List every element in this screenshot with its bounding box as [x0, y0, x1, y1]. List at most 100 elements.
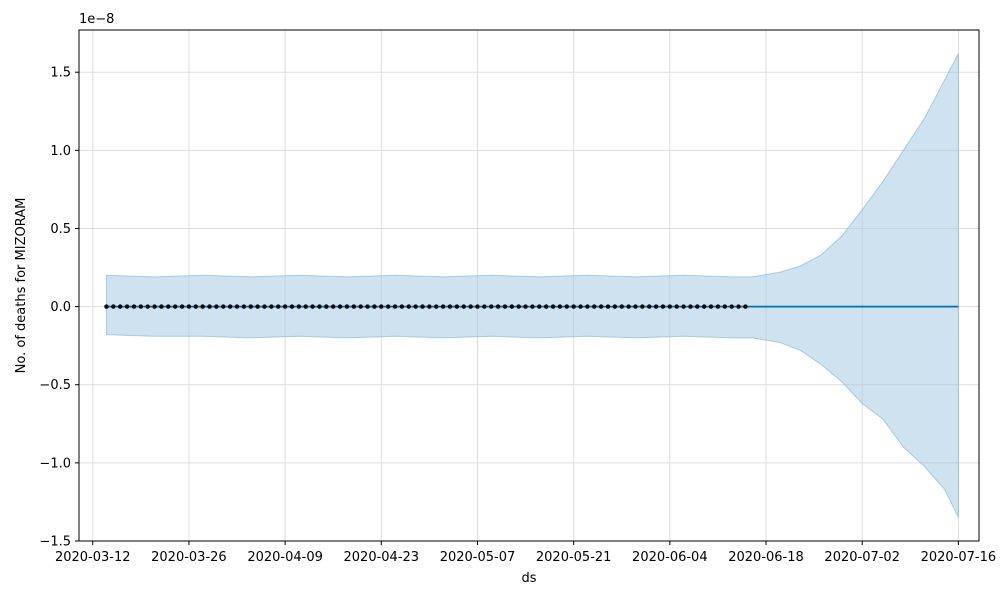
observed-point [248, 304, 253, 309]
observed-point [221, 304, 226, 309]
observed-point [145, 304, 150, 309]
observed-point [592, 304, 597, 309]
observed-point [420, 304, 425, 309]
x-tick-label: 2020-06-18 [728, 550, 804, 565]
observed-point [344, 304, 350, 309]
observed-point [722, 304, 728, 309]
observed-point [131, 304, 137, 309]
observed-point [413, 304, 418, 309]
observed-point [626, 304, 631, 309]
observed-point [667, 304, 673, 309]
observed-point [495, 304, 501, 309]
observed-point [186, 304, 192, 309]
x-tick-label: 2020-07-02 [824, 550, 900, 565]
observed-point [434, 304, 439, 309]
observed-point [708, 304, 714, 309]
x-tick-label: 2020-05-21 [536, 550, 612, 565]
observed-point [289, 304, 295, 309]
x-tick-label: 2020-03-26 [151, 550, 227, 565]
y-offset-label: 1e−8 [79, 12, 114, 27]
observed-point [736, 304, 741, 309]
observed-point [324, 304, 329, 309]
observed-point [550, 304, 556, 309]
y-tick-label: −0.5 [39, 378, 71, 393]
observed-point [358, 304, 363, 309]
observed-point [296, 304, 302, 309]
observed-point [379, 304, 384, 309]
observed-point [392, 304, 398, 309]
observed-point [406, 304, 411, 309]
observed-point [701, 304, 707, 309]
observed-point [454, 304, 460, 309]
observed-point [317, 304, 322, 309]
observed-point [681, 304, 686, 309]
observed-point [585, 304, 590, 309]
observed-point [111, 304, 116, 309]
y-tick-label: 1.0 [50, 144, 71, 159]
observed-point [605, 304, 611, 309]
observed-point [612, 304, 618, 309]
observed-point [688, 304, 693, 309]
x-tick-label: 2020-04-23 [344, 550, 420, 565]
observed-point [193, 304, 198, 309]
observed-points-layer [104, 304, 748, 309]
observed-point [330, 304, 336, 309]
ticks: 2020-03-12 2020-03-26 2020-04-09 2020-04-23… [39, 66, 996, 565]
observed-point [502, 304, 508, 309]
observed-point [310, 304, 315, 309]
observed-point [276, 304, 281, 309]
observed-point [489, 304, 494, 309]
observed-point [440, 304, 446, 309]
observed-point [303, 304, 308, 309]
observed-point [543, 304, 549, 309]
observed-point [282, 304, 288, 309]
observed-point [633, 304, 638, 309]
observed-point [255, 304, 260, 309]
observed-point [227, 304, 233, 309]
observed-point [729, 304, 734, 309]
observed-point [743, 304, 748, 309]
observed-point [647, 304, 652, 309]
observed-point [482, 304, 487, 309]
observed-point [372, 304, 377, 309]
observed-point [578, 304, 583, 309]
x-axis-label: ds [521, 571, 536, 586]
observed-point [640, 304, 645, 309]
observed-point [399, 304, 405, 309]
observed-point [571, 304, 576, 309]
y-axis-label: No. of deaths for MIZORAM [14, 198, 29, 374]
x-tick-label: 2020-07-16 [921, 550, 997, 565]
observed-point [385, 304, 391, 309]
observed-point [660, 304, 666, 309]
observed-point [262, 304, 267, 309]
observed-point [269, 304, 274, 309]
x-tick-label: 2020-04-09 [247, 550, 323, 565]
x-tick-label: 2020-06-04 [632, 550, 708, 565]
observed-point [234, 304, 240, 309]
observed-point [447, 304, 453, 309]
observed-point [475, 304, 480, 309]
y-tick-label: −1.5 [39, 535, 71, 550]
observed-point [152, 304, 157, 309]
y-tick-label: 0.5 [50, 222, 71, 237]
y-tick-label: 0.0 [50, 300, 71, 315]
observed-point [537, 304, 542, 309]
observed-point [598, 304, 604, 309]
observed-point [351, 304, 357, 309]
observed-point [461, 304, 466, 309]
observed-point [564, 304, 569, 309]
observed-point [166, 304, 171, 309]
observed-point [557, 304, 563, 309]
observed-point [468, 304, 473, 309]
observed-point [124, 304, 130, 309]
y-tick-label: 1.5 [50, 66, 71, 81]
observed-point [241, 304, 247, 309]
observed-point [674, 304, 679, 309]
x-tick-label: 2020-05-07 [440, 550, 516, 565]
uncertainty-band-layer [106, 53, 959, 518]
uncertainty-band [106, 53, 959, 518]
observed-point [159, 304, 164, 309]
observed-point [427, 304, 432, 309]
observed-point [509, 304, 515, 309]
